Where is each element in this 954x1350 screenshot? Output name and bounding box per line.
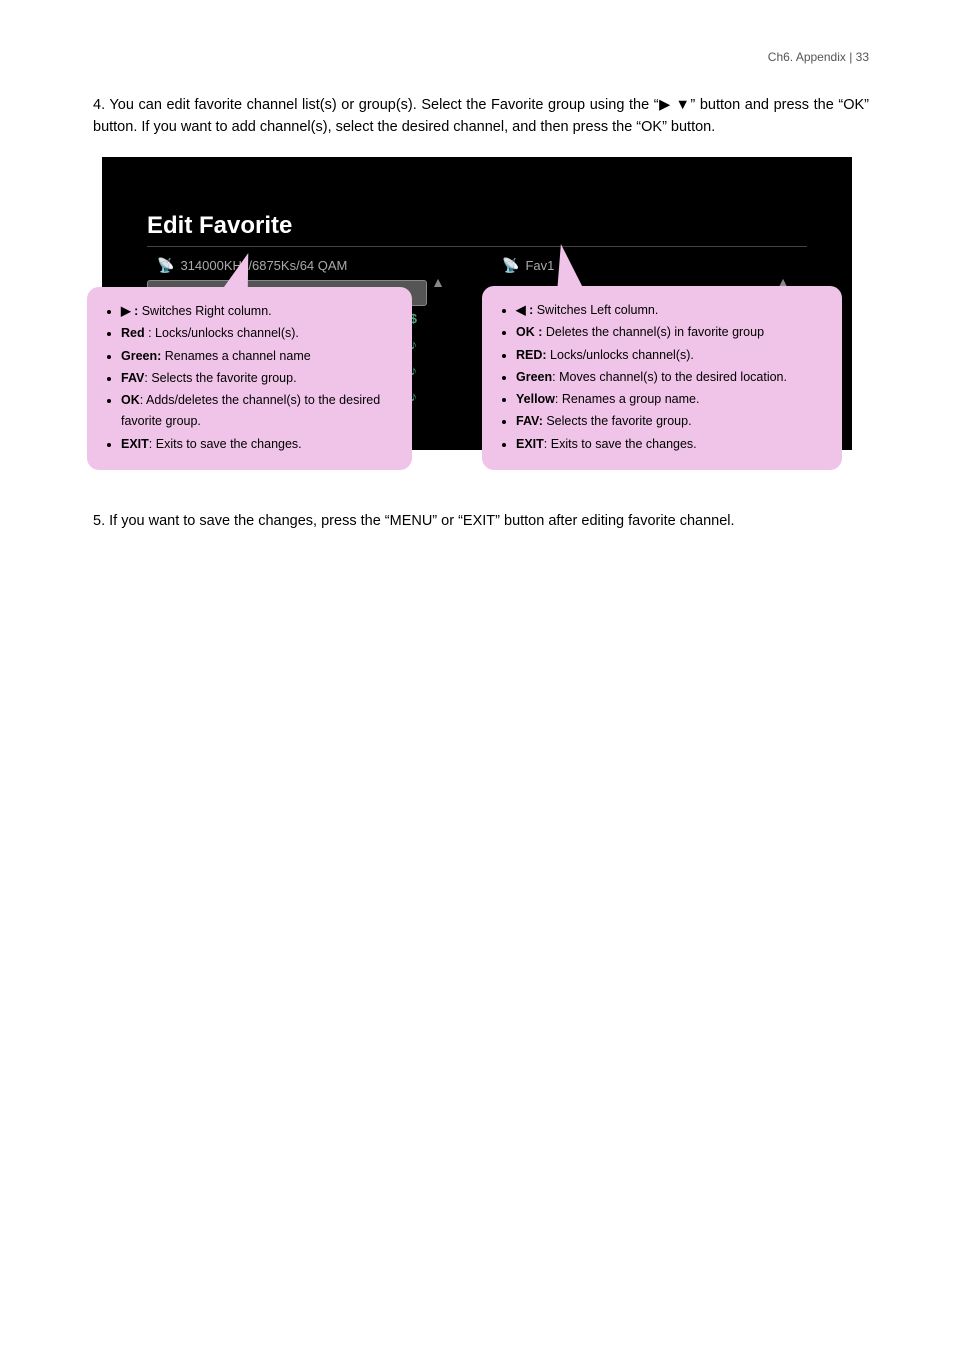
callout-item: EXIT: Exits to save the changes.	[516, 434, 826, 455]
instruction-5: 5. If you want to save the changes, pres…	[85, 510, 869, 532]
callout-prefix: EXIT	[516, 437, 544, 451]
instruction-4: 4. You can edit favorite channel list(s)…	[85, 94, 869, 139]
callout-item: EXIT: Exits to save the changes.	[121, 434, 396, 455]
callout-text: : Renames a group name.	[555, 392, 700, 406]
callout-prefix: ▶ :	[121, 304, 138, 318]
callout-text: Switches Right column.	[138, 304, 271, 318]
callout-item: OK: Adds/deletes the channel(s) to the d…	[121, 390, 396, 433]
callout-item: OK : Deletes the channel(s) in favorite …	[516, 322, 826, 343]
callout-prefix: OK :	[516, 325, 542, 339]
callout-item: FAV: Selects the favorite group.	[121, 368, 396, 389]
callout-text: Switches Left column.	[533, 303, 658, 317]
callout-prefix: Green	[516, 370, 552, 384]
callout-item: Green: Renames a channel name	[121, 346, 396, 367]
callout-prefix: FAV	[121, 371, 144, 385]
left-panel-header: 📡 314000KHz/6875Ks/64 QAM	[147, 257, 462, 274]
callout-text: Locks/unlocks channel(s).	[547, 348, 694, 362]
callout-prefix: RED:	[516, 348, 547, 362]
callout-prefix: Green:	[121, 349, 161, 363]
callout-prefix: Red	[121, 326, 145, 340]
callout-text: : Selects the favorite group.	[144, 371, 296, 385]
callout-prefix: EXIT	[121, 437, 149, 451]
callout-text: Deletes the channel(s) in favorite group	[542, 325, 764, 339]
callout-right: ◀ : Switches Left column. OK : Deletes t…	[482, 286, 842, 470]
left-panel-header-text: 314000KHz/6875Ks/64 QAM	[180, 258, 347, 273]
callout-right-list: ◀ : Switches Left column. OK : Deletes t…	[502, 300, 826, 455]
edit-favorite-screenshot: Edit Favorite 📡 314000KHz/6875Ks/64 QAM …	[102, 157, 852, 450]
callout-text: Selects the favorite group.	[543, 414, 692, 428]
screen-title: Edit Favorite	[147, 212, 807, 247]
callout-prefix: ◀ :	[516, 303, 533, 317]
right-panel-header: 📡 Fav1	[492, 257, 807, 274]
satellite-icon: 📡	[157, 257, 174, 274]
page-header: Ch6. Appendix | 33	[85, 50, 869, 64]
callout-item: Red : Locks/unlocks channel(s).	[121, 323, 396, 344]
callout-text: : Exits to save the changes.	[544, 437, 697, 451]
callout-item: ◀ : Switches Left column.	[516, 300, 826, 321]
callout-text: Renames a channel name	[161, 349, 310, 363]
callout-item: Yellow: Renames a group name.	[516, 389, 826, 410]
callout-item: ▶ : Switches Right column.	[121, 301, 396, 322]
callout-prefix: OK	[121, 393, 140, 407]
callout-text: : Moves channel(s) to the desired locati…	[552, 370, 787, 384]
callout-text: : Locks/unlocks channel(s).	[145, 326, 299, 340]
satellite-icon: 📡	[502, 257, 519, 274]
callout-left: ▶ : Switches Right column. Red : Locks/u…	[87, 287, 412, 470]
callout-prefix: FAV:	[516, 414, 543, 428]
scroll-up-icon: ▲	[431, 274, 445, 290]
callout-item: FAV: Selects the favorite group.	[516, 411, 826, 432]
screenshot-container: Edit Favorite 📡 314000KHz/6875Ks/64 QAM …	[85, 157, 869, 450]
callout-item: RED: Locks/unlocks channel(s).	[516, 345, 826, 366]
callout-text: : Exits to save the changes.	[149, 437, 302, 451]
callout-prefix: Yellow	[516, 392, 555, 406]
callout-text: : Adds/deletes the channel(s) to the des…	[121, 393, 380, 428]
callout-item: Green: Moves channel(s) to the desired l…	[516, 367, 826, 388]
callout-left-list: ▶ : Switches Right column. Red : Locks/u…	[107, 301, 396, 455]
